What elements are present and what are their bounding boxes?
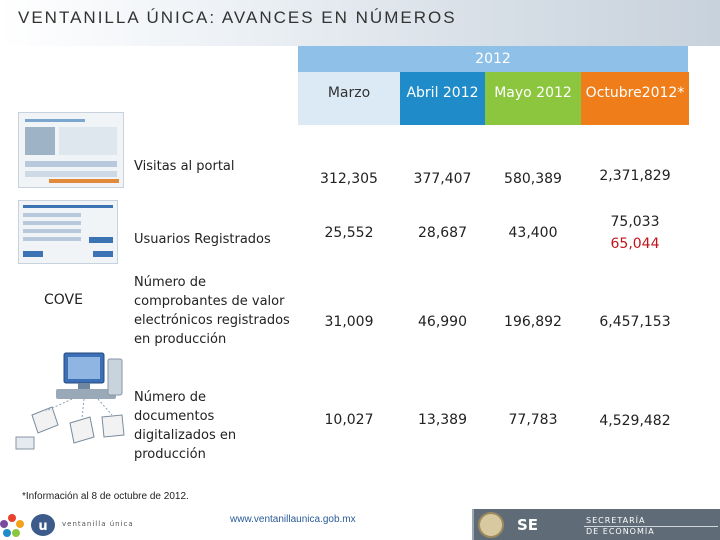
cell-documentos-mayo: 77,783 <box>508 412 558 428</box>
title-bar: VENTANILLA ÚNICA: AVANCES EN NÚMEROS <box>0 0 720 46</box>
cell-usuarios-abril: 28,687 <box>418 225 467 241</box>
logo-text: ventanilla única <box>62 520 134 528</box>
cell-usuarios-octubre: 75,033 <box>610 214 660 230</box>
footer-divider <box>472 509 474 540</box>
cell-comprobantes-marzo: 31,009 <box>324 314 374 330</box>
page-title: VENTANILLA ÚNICA: AVANCES EN NÚMEROS <box>18 8 457 27</box>
cell-visitas-marzo: 312,305 <box>320 171 378 187</box>
footnote: *Información al 8 de octubre de 2012. <box>22 491 189 502</box>
flower-logo-icon <box>0 514 24 537</box>
footer-logo-area: u ventanilla única <box>0 509 222 540</box>
footer-url-area <box>222 509 472 540</box>
cell-comprobantes-abril: 46,990 <box>418 314 467 330</box>
ventanilla-unica-logo-icon: u <box>31 514 55 536</box>
header-abril: Abril 2012 <box>400 72 485 125</box>
cove-label: COVE <box>44 292 83 308</box>
row-label-visitas: Visitas al portal <box>134 159 235 174</box>
cell-documentos-marzo: 10,027 <box>324 412 374 428</box>
footer-agency-area <box>474 509 720 540</box>
cell-documentos-octubre: 4,529,482 <box>599 413 671 429</box>
cell-visitas-abril: 377,407 <box>413 171 472 187</box>
row-label-usuarios: Usuarios Registrados <box>134 232 271 247</box>
computer-documents-illustration <box>15 352 125 450</box>
agency-short-name: SE <box>517 516 539 534</box>
national-seal-icon <box>478 512 504 538</box>
cell-usuarios-mayo: 43,400 <box>508 225 558 241</box>
cell-documentos-abril: 13,389 <box>418 412 467 428</box>
row-label-documentos: Número de documentos digitalizados en pr… <box>134 390 237 462</box>
cell-usuarios-octubre-secondary: 65,044 <box>610 236 660 252</box>
cell-visitas-octubre: 2,371,829 <box>599 168 671 184</box>
header-mayo: Mayo 2012 <box>485 72 581 125</box>
header-marzo: Marzo <box>298 72 400 125</box>
svg-text:u: u <box>38 519 47 534</box>
cell-usuarios-marzo: 25,552 <box>324 225 374 241</box>
agency-divider-line <box>584 526 718 527</box>
portal-screenshot-thumbnail <box>18 112 124 188</box>
agency-name: SECRETARÍA DE ECONOMÍA <box>586 515 716 537</box>
cell-comprobantes-octubre: 6,457,153 <box>599 314 671 330</box>
cell-visitas-mayo: 580,389 <box>504 171 562 187</box>
footer: u ventanilla única www.ventanillaunica.g… <box>0 509 720 540</box>
website-link[interactable]: www.ventanillaunica.gob.mx <box>230 514 356 525</box>
cell-comprobantes-mayo: 196,892 <box>504 314 562 330</box>
registration-form-thumbnail <box>18 200 118 264</box>
row-label-comprobantes: Número de comprobantes de valor electrón… <box>134 275 290 347</box>
header-octubre: Octubre2012* <box>581 72 689 125</box>
header-year: 2012 <box>298 46 688 72</box>
agency-name-line2: DE ECONOMÍA <box>586 527 655 536</box>
agency-name-line1: SECRETARÍA <box>586 516 646 525</box>
